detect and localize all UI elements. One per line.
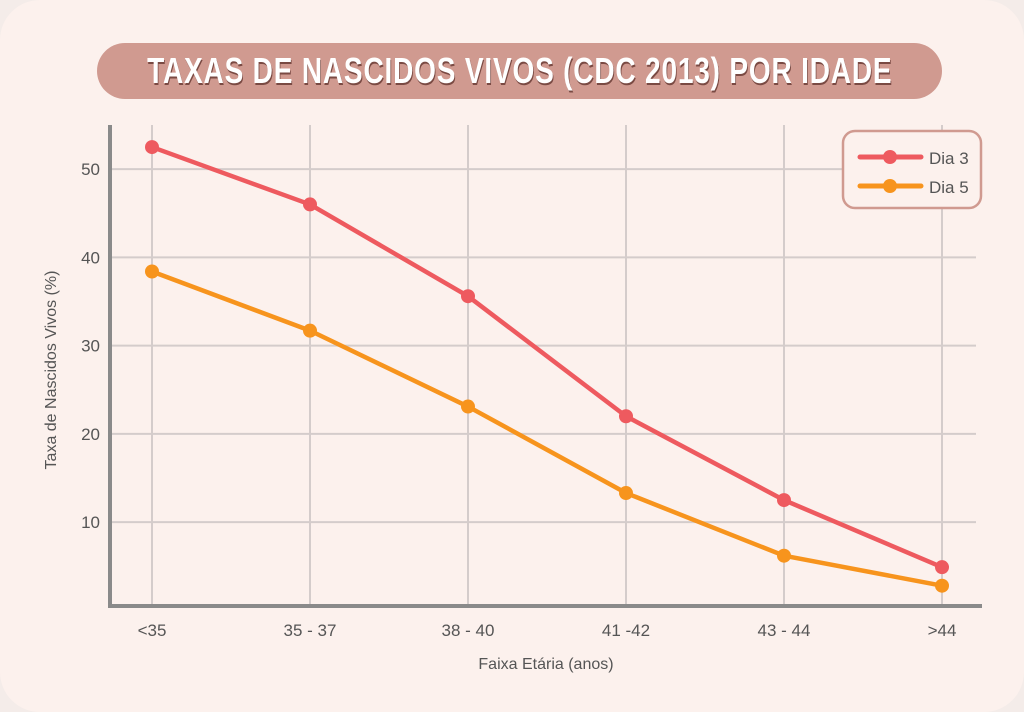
data-point [461,399,475,414]
data-point [461,289,475,304]
x-tick-label: 43 - 44 [758,621,811,640]
chart-title: TAXAS DE NASCIDOS VIVOS (CDC 2013) POR I… [146,50,893,91]
y-tick-label: 30 [81,337,100,356]
legend-label: Dia 5 [929,178,969,197]
x-tick-label: 38 - 40 [442,621,495,640]
y-tick-label: 40 [81,248,100,267]
data-point [935,578,949,593]
x-tick-label: 41 -42 [602,621,650,640]
data-point [303,323,317,338]
legend-label: Dia 3 [929,149,969,168]
data-point [619,409,633,424]
x-tick-label: 35 - 37 [284,621,337,640]
data-point [145,140,159,155]
series-line-dia-3 [151,144,943,570]
data-point [777,548,791,563]
series-line-dia-5 [151,269,943,588]
data-point [619,486,633,501]
data-point [777,493,791,508]
y-tick-label: 50 [81,160,100,179]
legend-marker [883,150,897,164]
y-axis-label: Taxa de Nascidos Vivos (%) [43,271,60,470]
legend-box [841,129,983,210]
data-point [145,264,159,279]
x-axis-label: Faixa Etária (anos) [478,656,613,673]
title-banner: TAXAS DE NASCIDOS VIVOS (CDC 2013) POR I… [97,43,942,99]
y-tick-label: 20 [81,425,100,444]
y-tick-label: 10 [81,513,100,532]
x-tick-label: <35 [138,621,167,640]
data-point [303,197,317,212]
data-point [935,560,949,575]
legend-marker [883,179,897,193]
x-tick-label: >44 [928,621,957,640]
